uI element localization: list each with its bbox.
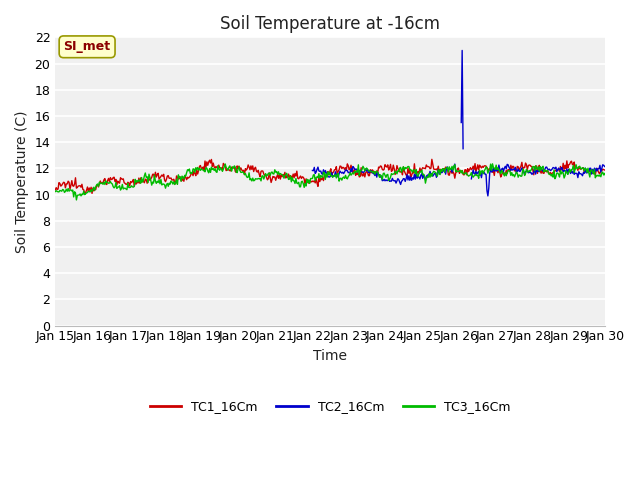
TC1_16Cm (81, 191, 88, 196)
TC1_16Cm (150, 171, 157, 177)
TC3_16Cm (72, 197, 80, 203)
Title: Soil Temperature at -16cm: Soil Temperature at -16cm (220, 15, 440, 33)
TC3_16Cm (301, 181, 309, 187)
TC3_16Cm (488, 161, 496, 167)
TC3_16Cm (51, 189, 59, 194)
TC2_16Cm (419, 176, 426, 181)
Line: TC2_16Cm: TC2_16Cm (312, 50, 605, 196)
X-axis label: Time: Time (314, 349, 348, 363)
Line: TC1_16Cm: TC1_16Cm (55, 159, 605, 193)
Legend: TC1_16Cm, TC2_16Cm, TC3_16Cm: TC1_16Cm, TC2_16Cm, TC3_16Cm (145, 396, 516, 418)
TC1_16Cm (51, 187, 59, 192)
TC1_16Cm (301, 182, 309, 188)
TC1_16Cm (602, 167, 609, 173)
TC2_16Cm (602, 164, 609, 170)
TC1_16Cm (467, 167, 475, 172)
Text: SI_met: SI_met (63, 40, 111, 53)
Y-axis label: Soil Temperature (C): Soil Temperature (C) (15, 110, 29, 253)
TC3_16Cm (194, 165, 202, 170)
TC3_16Cm (467, 172, 474, 178)
TC3_16Cm (376, 172, 384, 178)
TC2_16Cm (376, 172, 383, 178)
TC1_16Cm (194, 171, 202, 177)
TC3_16Cm (420, 171, 428, 177)
TC1_16Cm (428, 156, 436, 162)
Line: TC3_16Cm: TC3_16Cm (55, 164, 605, 200)
TC3_16Cm (150, 180, 157, 186)
TC1_16Cm (420, 165, 428, 171)
TC3_16Cm (602, 172, 609, 178)
TC1_16Cm (376, 163, 384, 169)
